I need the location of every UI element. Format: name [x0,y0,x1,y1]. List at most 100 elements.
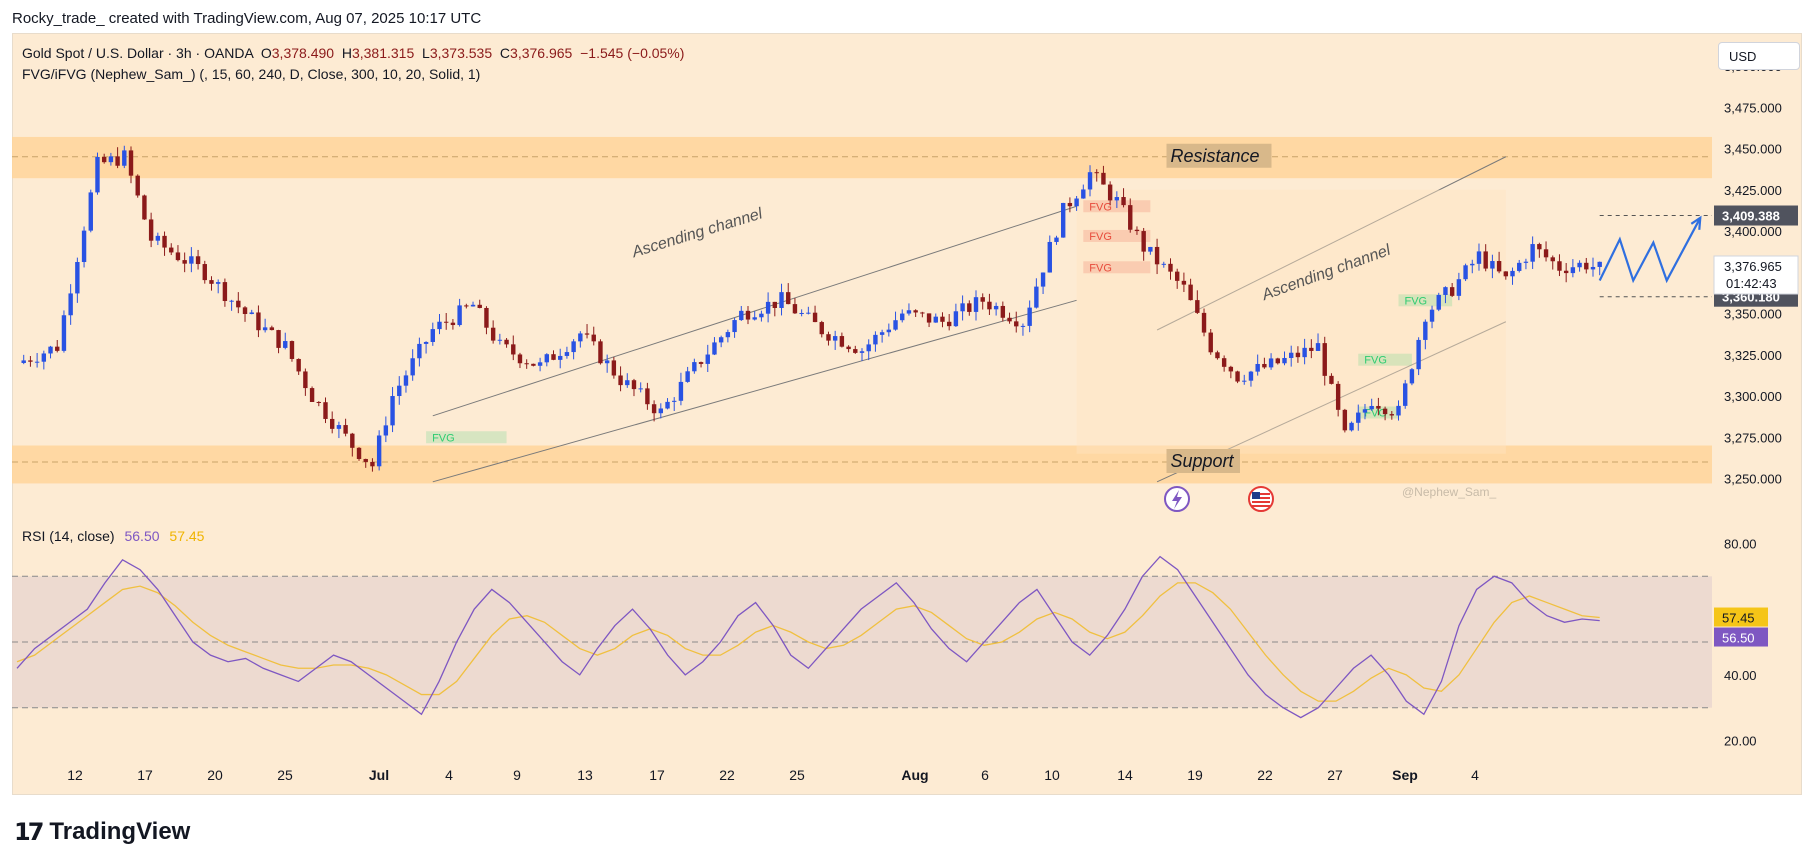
candle-body [698,362,704,364]
candle-body [1094,172,1099,174]
price-chart[interactable]: FVG FVG FVG FVG FVG FVG FVG Resistance Support A… [12,33,1802,795]
currency-button[interactable]: USD [1718,42,1800,70]
candle-body [1376,405,1381,409]
candle-body [242,307,248,315]
candle-body [1007,317,1012,322]
candle-body [826,334,831,341]
fvg-label: FVG [1089,201,1112,213]
candle-body [1483,251,1488,269]
candle-body [1034,286,1039,308]
candle-body [765,301,771,314]
price-tick-label: 3,325.000 [1724,348,1782,363]
close-label: C [499,45,511,61]
candle-body [444,321,449,323]
candle-body [296,358,301,372]
time-tick-label: 13 [577,767,593,783]
candle-body [28,360,33,362]
candle-body [1228,366,1234,372]
candle-body [169,247,174,253]
candle-body [799,312,804,314]
candle-body [591,334,596,342]
candle-body [604,360,610,364]
candle-body [618,375,623,386]
candle-body [1161,263,1166,265]
candle-body [1510,270,1515,277]
candle-body [41,353,47,362]
rsi-pane: 80.00 40.00 20.00 57.45 56.50 [12,536,1768,749]
high-value: 3,381.315 [351,45,415,61]
candle-body [88,192,93,231]
candle-body [155,235,161,241]
candle-body [1154,246,1160,265]
change-value: −1.545 (−0.05%) [580,45,685,61]
time-tick-label: 14 [1117,767,1133,783]
zone-label-bg [1166,143,1272,168]
candle-body [504,339,509,345]
fvg-box [1083,229,1151,242]
indicator-legend[interactable]: FVG/iFVG (Nephew_Sam_) (, 15, 60, 240, D… [22,66,481,82]
candle-body [1329,375,1334,384]
candle-body [1530,244,1535,262]
candle-body [1550,257,1555,262]
candle-body [812,312,818,323]
candle-body [1067,202,1073,207]
events-layer [1164,486,1274,512]
zone-label-resistance: Resistance [1170,146,1259,166]
candle-body [1496,261,1502,272]
candle-body [692,362,697,372]
candle-body [1523,261,1529,263]
candle-body [68,293,73,316]
symbol-title: Gold Spot / U.S. Dollar · 3h · OANDA [22,45,254,61]
countdown-tag: 01:42:43 [1726,276,1777,291]
candle-body [1027,307,1032,326]
candle-body [323,402,328,419]
candle-body [1362,409,1368,413]
candle-body [1262,363,1267,368]
candle-body [1208,332,1213,353]
us-flag-event-icon[interactable] [1248,486,1274,512]
lightning-event-icon[interactable] [1164,486,1190,512]
candle-body [987,301,992,310]
candle-body [1014,321,1019,327]
candle-body [1369,405,1374,410]
candle-body [906,310,912,314]
projection-layer [1598,215,1702,284]
time-tick-label: 22 [1257,767,1273,783]
fvg-label: FVG [1089,262,1112,274]
candle-body [497,339,503,341]
time-tick-label: 4 [445,767,453,783]
rsi-tick-label: 20.00 [1724,734,1757,749]
close-value: 3,376.965 [510,45,573,61]
candle-body [61,315,67,351]
candle-body [1060,202,1066,238]
candle-body [1087,172,1093,190]
rsi-legend[interactable]: RSI (14, close) 56.50 57.45 [22,528,204,544]
channel-label: Ascending channel [629,205,765,261]
candle-body [859,351,865,353]
candle-body [1295,352,1301,358]
time-tick-label: Aug [901,767,928,783]
fvg-box [1358,353,1412,366]
candle-body [477,304,482,308]
candle-body [625,380,630,386]
candle-body [249,312,254,315]
candle-body [142,195,147,220]
candle-body [718,337,724,343]
candle-body [135,175,140,196]
candle-body [1302,347,1307,358]
candle-body [1309,347,1314,351]
candle-body [913,310,918,313]
candle-body [631,380,637,390]
candle-body [531,363,536,366]
candle-body [973,297,979,312]
candle-body [839,336,845,347]
candle-body [1020,325,1026,327]
candle-body [1188,284,1193,301]
candle-body [1275,358,1280,364]
candle-body [725,332,731,338]
time-tick-label: 17 [649,767,665,783]
tradingview-logo[interactable]: 17 TradingView [14,818,190,846]
candle-body [511,344,516,355]
candle-body [678,381,684,401]
price-tick-label: 3,350.000 [1724,307,1782,322]
